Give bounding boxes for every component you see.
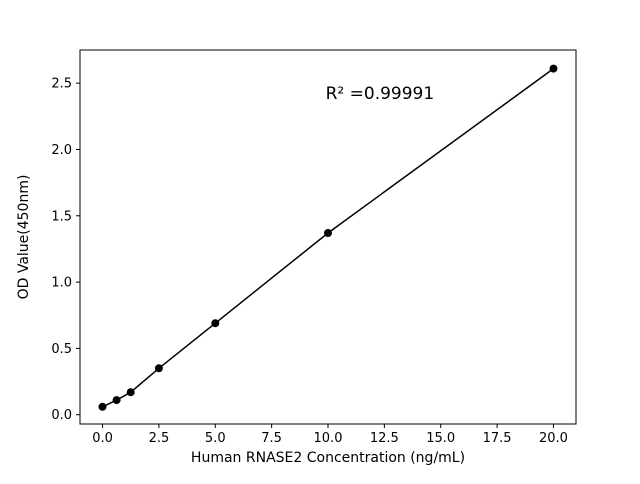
- data-point: [154, 364, 163, 373]
- fit-line: [102, 67, 554, 408]
- y-ticks: 0.0 0.5 1.0 1.5 2.0 2.5: [51, 77, 80, 423]
- x-tick-label: 7.5: [261, 431, 282, 446]
- y-axis-label: OD Value(450nm): [16, 175, 32, 300]
- x-ticks: 0.0 2.5 5.0 7.5 10.0 12.5 15.0 17.5 20.0: [92, 424, 568, 446]
- data-point: [98, 402, 107, 411]
- data-point: [549, 64, 558, 73]
- data-point: [324, 229, 332, 237]
- x-tick-label: 17.5: [483, 431, 512, 446]
- data-point: [126, 388, 135, 397]
- data-series: [98, 64, 558, 411]
- x-tick-label: 12.5: [370, 431, 399, 446]
- x-tick-label: 2.5: [149, 431, 170, 446]
- x-tick-label: 20.0: [539, 431, 568, 446]
- r-squared-annotation: R² =0.99991: [326, 84, 435, 104]
- y-tick-label: 2.0: [51, 143, 72, 158]
- x-tick-label: 0.0: [92, 431, 113, 446]
- data-point: [211, 319, 220, 328]
- y-tick-label: 1.0: [51, 276, 72, 291]
- x-axis-label: Human RNASE2 Concentration (ng/mL): [191, 450, 465, 466]
- y-tick-label: 0.0: [51, 408, 72, 423]
- x-tick-label: 5.0: [205, 431, 226, 446]
- y-tick-label: 0.5: [51, 342, 72, 357]
- y-tick-label: 2.5: [51, 77, 72, 92]
- data-point: [112, 396, 121, 405]
- y-tick-label: 1.5: [51, 209, 72, 224]
- x-tick-label: 15.0: [426, 431, 455, 446]
- x-tick-label: 10.0: [314, 431, 343, 446]
